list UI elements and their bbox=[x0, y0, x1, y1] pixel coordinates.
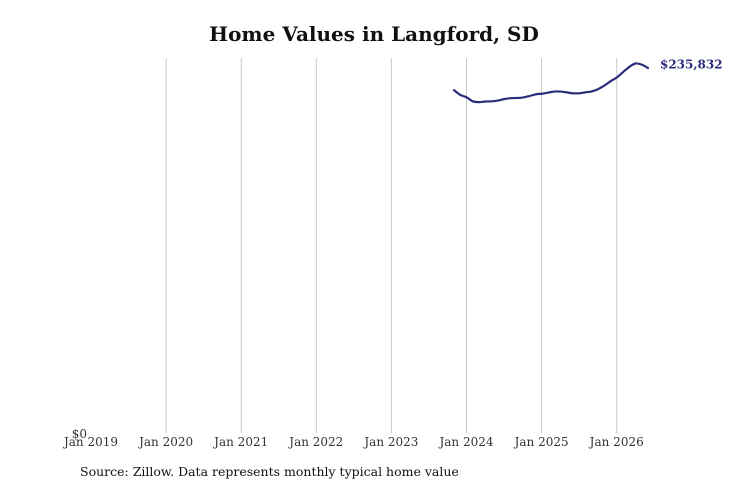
x-tick-label: Jan 2026 bbox=[588, 435, 644, 449]
x-tick-label: Jan 2025 bbox=[513, 435, 569, 449]
source-note: Source: Zillow. Data represents monthly … bbox=[80, 464, 459, 479]
x-tick-label: Jan 2022 bbox=[287, 435, 343, 449]
end-value-label: $235,832 bbox=[660, 58, 723, 72]
x-tick-label: Jan 2021 bbox=[212, 435, 268, 449]
x-tick-label: Jan 2020 bbox=[137, 435, 193, 449]
x-axis-ticks: Jan 2019 Jan 2020 Jan 2021 Jan 2022 Jan 2023… bbox=[62, 435, 644, 449]
grid-lines bbox=[165, 58, 618, 433]
series-line bbox=[452, 62, 650, 104]
chart-title: Home Values in Langford, SD bbox=[209, 22, 539, 46]
x-tick-label: Jan 2019 bbox=[62, 435, 118, 449]
x-tick-label: Jan 2023 bbox=[362, 435, 418, 449]
x-tick-label: Jan 2024 bbox=[437, 435, 493, 449]
y-axis-tick-label: $0 bbox=[72, 427, 87, 441]
